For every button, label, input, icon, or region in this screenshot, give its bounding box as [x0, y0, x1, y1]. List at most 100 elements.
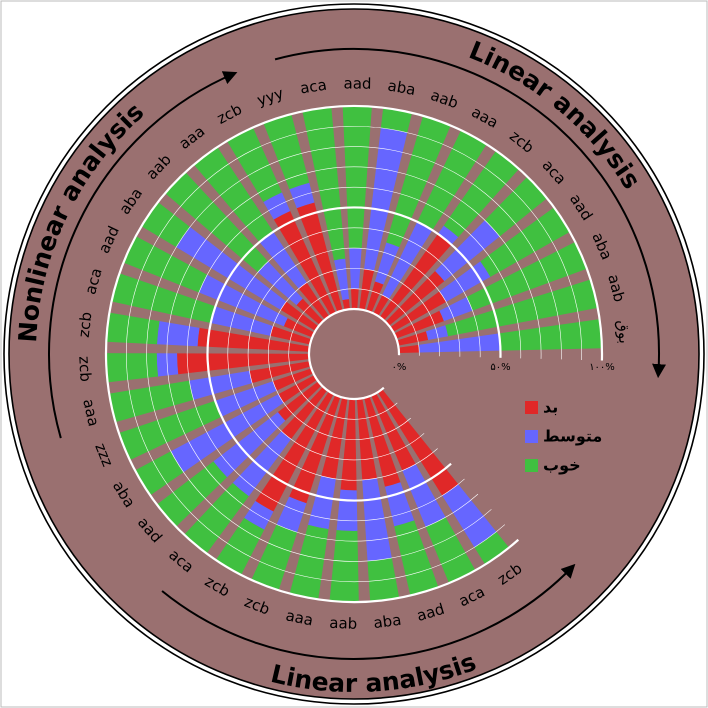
bar-segment-good [263, 114, 310, 190]
bar-segment-medium [364, 127, 408, 271]
bar-segment-good [342, 106, 372, 249]
bar-segment-good [329, 530, 359, 602]
bar-segment-bad [366, 281, 384, 313]
category-label: بوق [614, 319, 634, 344]
bar-segment-good [123, 236, 208, 293]
bar-segment-good [106, 312, 160, 345]
grid-circle-minor [227, 227, 481, 481]
bar-segment-medium [170, 394, 284, 473]
bar-segment-good [302, 107, 346, 261]
bar-segment-bad [278, 375, 318, 403]
grid-circle-major [206, 206, 502, 502]
category-label: zcb [75, 311, 96, 338]
legend-label-bad: بد [543, 398, 558, 417]
bar-segment-bad [249, 361, 311, 384]
bar-segment-medium [210, 306, 274, 336]
bar-segment-medium [198, 274, 288, 327]
bar-segment-good [289, 524, 329, 600]
bar-segment-good [106, 353, 159, 383]
category-label: aad [344, 74, 372, 92]
bar-segment-good [156, 461, 228, 527]
bar-segment-medium [308, 475, 336, 530]
bar-segment-good [445, 279, 598, 337]
bar-segment-bad [340, 398, 357, 491]
grid-layer [104, 104, 604, 604]
legend-swatch-good [525, 459, 538, 472]
bar-segment-good [251, 524, 298, 591]
bar-segment-good [184, 482, 249, 554]
category-label: aab [329, 614, 358, 633]
bar-segment-good [165, 172, 269, 273]
bar-segment-bad [277, 381, 322, 421]
category-label: aba [386, 76, 417, 99]
bar-segment-good [394, 520, 439, 596]
bar-segment-bad [373, 295, 389, 316]
bar-segment-medium [402, 464, 446, 527]
bar-segment-bad [396, 331, 429, 346]
bar-segment-medium [176, 226, 287, 310]
legend-label-medium: متوسط [543, 427, 602, 446]
bar-segment-medium [439, 261, 491, 302]
bar-segment-bad [364, 396, 401, 487]
group-arrow [48, 71, 238, 439]
grid-circle-major [307, 307, 401, 401]
category-label: aaa [284, 606, 315, 629]
grid-circle-minor [247, 247, 461, 461]
category-label: zcb [75, 356, 94, 383]
bar-segment-medium [215, 381, 277, 417]
bar-segment-good [380, 107, 413, 133]
bar-segment-bad [377, 389, 459, 496]
bar-segment-medium [384, 482, 415, 527]
bar-segment-bad [398, 344, 420, 353]
bar-segment-good [480, 207, 570, 277]
tick-labels: ۰% ۵۰% ۱۰۰% [392, 362, 615, 373]
bar-segment-medium [259, 231, 307, 289]
grid-circle-minor [166, 166, 542, 542]
grid-circle-minor [146, 146, 562, 562]
bar-segment-medium [437, 225, 459, 245]
bar-segment-good [109, 380, 194, 423]
legend-swatch-bad [525, 401, 538, 414]
legend-label-good: خوب [543, 456, 581, 475]
bar-segment-good [484, 176, 548, 237]
bar-segment-bad [273, 210, 336, 316]
bar-segment-bad [270, 326, 312, 345]
bar-segment-good [193, 147, 274, 243]
tick-label: ۰% [392, 362, 407, 373]
bar-segment-good [443, 150, 520, 238]
bar-segment-good [226, 127, 282, 203]
bar-segment-medium [189, 370, 253, 400]
bar-segment-bad [296, 298, 324, 325]
bar-segment-medium [375, 242, 400, 285]
bar-segment-bad [385, 271, 445, 326]
grid-circle-minor [186, 186, 522, 522]
bar-segment-bad [177, 353, 310, 375]
tick-label: ۵۰% [490, 362, 510, 373]
bar-segment-bad [298, 282, 330, 320]
bar-segment-bad [281, 386, 328, 440]
legend-swatch-medium [525, 430, 538, 443]
bar-segment-medium [232, 431, 292, 497]
bar-segment-good [118, 400, 222, 461]
bar-segment-bad [390, 291, 447, 332]
grid-circle-minor [288, 288, 420, 420]
bar-segment-medium [439, 296, 473, 322]
bar-segment-good [425, 517, 476, 584]
bar-segment-good [499, 319, 602, 351]
bar-segment-medium [276, 496, 307, 533]
category-label: aaa [79, 397, 103, 428]
bar-segment-bad [351, 288, 359, 310]
tick-label: ۱۰۰% [589, 362, 615, 373]
grid-circle-minor [268, 268, 440, 440]
bar-segment-bad [379, 233, 452, 321]
bar-segment-bad [283, 318, 315, 338]
group-arrow [161, 563, 576, 660]
bar-segment-bad [359, 268, 375, 311]
bar-segment-good [215, 517, 265, 575]
bar-segment-good [134, 451, 184, 496]
bar-segment-good [474, 531, 510, 565]
bar-segment-medium [442, 484, 497, 548]
category-label: aca [299, 76, 328, 98]
bar-segment-good [141, 202, 191, 248]
